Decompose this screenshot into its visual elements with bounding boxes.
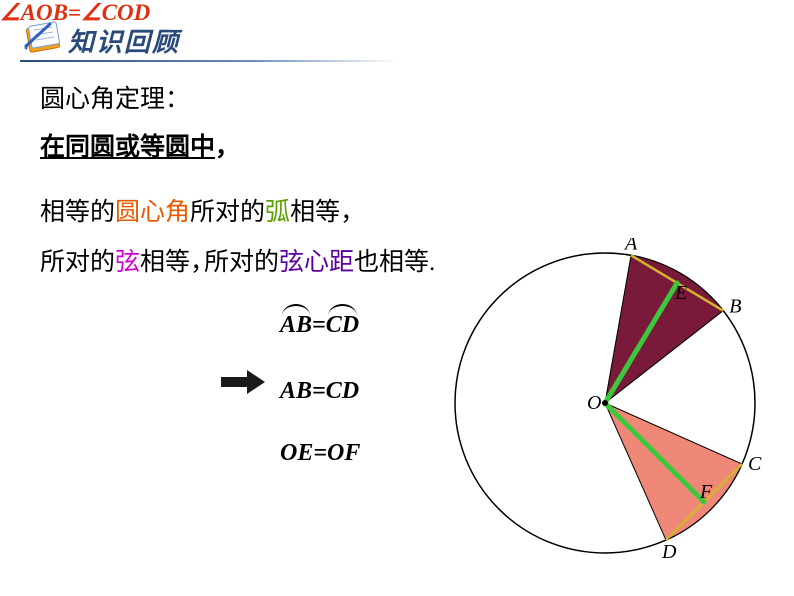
svg-text:O: O <box>587 392 601 414</box>
svg-text:A: A <box>623 238 638 254</box>
implies-arrow-icon <box>221 370 265 399</box>
svg-text:C: C <box>748 453 762 475</box>
equation-chord: AB=CD <box>280 378 359 405</box>
header-title: 知识回顾 <box>68 22 180 59</box>
theorem-heading: 圆心角定理： <box>40 82 190 117</box>
theorem-line-chord: 所对的弦相等， <box>40 245 215 280</box>
header-divider <box>20 60 400 62</box>
notebook-icon <box>20 18 68 63</box>
equation-arc: AB=CD <box>280 312 359 339</box>
theorem-line-arc: 相等的圆心角所对的弧相等， <box>40 195 365 230</box>
theorem-line-apothem: 所对的弦心距也相等. <box>204 245 435 280</box>
equation-apothem: OE=OF <box>280 440 360 467</box>
svg-text:D: D <box>661 541 677 563</box>
svg-text:F: F <box>699 481 713 503</box>
circle-diagram: A B C D E F O <box>440 238 780 583</box>
svg-text:B: B <box>729 296 741 318</box>
header: 知识回顾 <box>20 18 180 63</box>
svg-text:E: E <box>674 282 687 304</box>
theorem-premise: 在同圆或等圆中， <box>40 130 240 165</box>
